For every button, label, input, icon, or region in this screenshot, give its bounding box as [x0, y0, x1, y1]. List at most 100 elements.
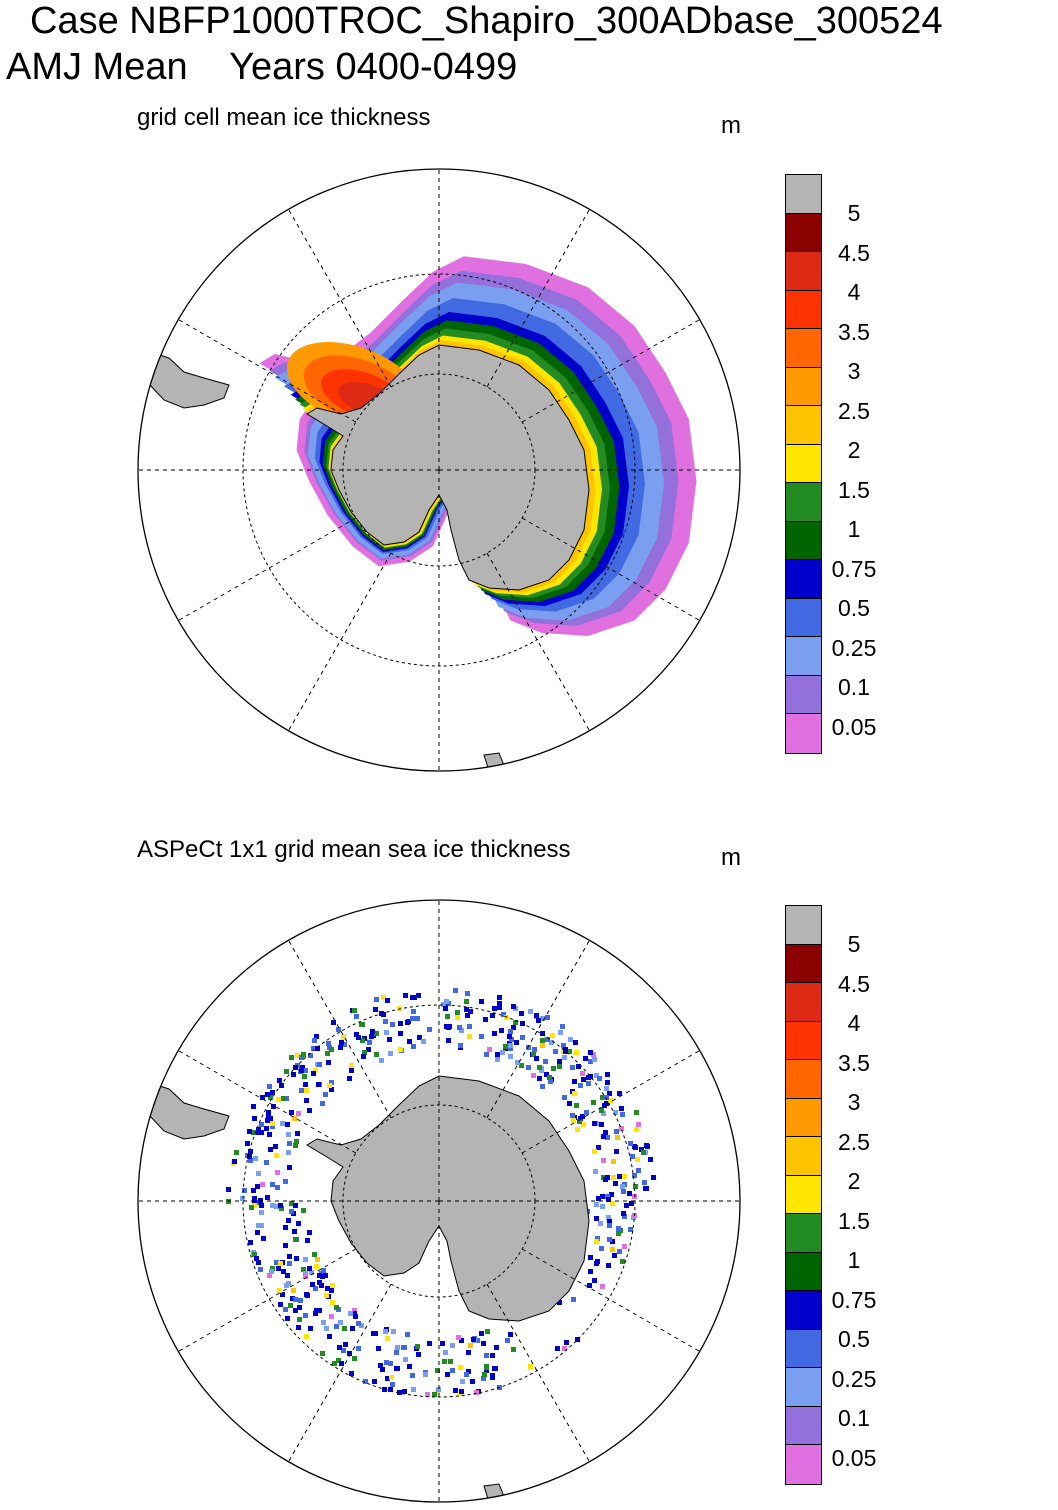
ice-observation — [411, 1009, 416, 1014]
ice-observation — [499, 1028, 504, 1033]
ice-observation — [356, 1035, 361, 1040]
ice-observation — [292, 1229, 297, 1234]
ice-observation — [636, 1122, 641, 1127]
panel-2-units: m — [721, 844, 741, 871]
ice-observation — [283, 1307, 288, 1312]
ice-observation — [266, 1110, 271, 1115]
ice-observation — [240, 1196, 245, 1201]
ice-observation — [427, 1027, 432, 1032]
ice-observation — [398, 1047, 403, 1052]
ice-observation — [388, 1051, 393, 1056]
ice-observation — [571, 1297, 576, 1302]
ice-observation — [613, 1110, 618, 1115]
ice-observation — [288, 1303, 293, 1308]
ice-observation — [349, 1371, 354, 1376]
ice-observation — [459, 1338, 464, 1343]
ice-observation — [269, 1269, 274, 1274]
ice-observation — [326, 1060, 331, 1065]
ice-observation — [388, 1361, 393, 1366]
ice-observation — [285, 1122, 290, 1127]
ice-observation — [397, 1006, 402, 1011]
ice-observation — [303, 1271, 308, 1276]
meridian-line — [178, 1248, 357, 1352]
colorbar-swatch — [786, 1137, 821, 1176]
ice-observation — [604, 1095, 609, 1100]
ice-observation — [261, 1236, 266, 1241]
ice-observation — [314, 1264, 319, 1269]
ice-observation — [308, 1053, 313, 1058]
ice-observation — [274, 1204, 279, 1209]
ice-observation — [459, 1028, 464, 1033]
ice-observation — [570, 1113, 575, 1118]
ice-observation — [334, 1324, 339, 1329]
ice-observation — [370, 1029, 375, 1034]
ice-observation — [296, 1221, 301, 1226]
ice-observation — [600, 1284, 605, 1289]
ice-observation — [620, 1259, 625, 1264]
ice-observation — [616, 1231, 621, 1236]
ice-observation — [562, 1346, 567, 1351]
ice-observation — [359, 1323, 364, 1328]
ice-observation — [286, 1281, 291, 1286]
colorbar-swatch — [786, 1021, 821, 1060]
ice-observation — [267, 1273, 272, 1278]
ice-observation — [260, 1182, 265, 1187]
ice-observation — [252, 1196, 257, 1201]
ice-observation — [285, 1273, 290, 1278]
ice-observation — [639, 1147, 644, 1152]
ice-observation — [605, 1135, 610, 1140]
ice-observation — [634, 1127, 639, 1132]
ice-observation — [539, 1068, 544, 1073]
ice-observation — [248, 1158, 253, 1163]
ice-observation — [264, 1126, 269, 1131]
ice-observation — [372, 1379, 377, 1384]
ice-observation — [389, 1375, 394, 1380]
meridian-line — [521, 517, 700, 621]
ice-observation — [562, 1095, 567, 1100]
ice-observation — [446, 1025, 451, 1030]
ice-observation — [588, 1059, 593, 1064]
ice-observation — [317, 1273, 322, 1278]
ice-observation — [281, 1269, 286, 1274]
ice-observation — [484, 1353, 489, 1358]
ice-observation — [636, 1168, 641, 1173]
ice-observation — [293, 1203, 298, 1208]
ice-observation — [596, 1196, 601, 1201]
ice-observation — [313, 1068, 318, 1073]
ice-observation — [313, 1286, 318, 1291]
ice-observation — [314, 1308, 319, 1313]
ice-observation — [568, 1037, 573, 1042]
ice-observation — [255, 1184, 260, 1189]
ice-observation — [612, 1253, 617, 1258]
ice-observation — [256, 1260, 261, 1265]
ice-observation — [414, 1016, 419, 1021]
ice-observation — [600, 1194, 605, 1199]
ice-observation — [574, 1103, 579, 1108]
meridian-line — [486, 1283, 590, 1462]
ice-observation — [465, 1013, 470, 1018]
meridian-line — [521, 319, 700, 423]
ice-observation — [553, 1049, 558, 1054]
ice-observation — [519, 1011, 524, 1016]
colorbar-swatch — [786, 444, 821, 483]
ice-observation — [540, 1043, 545, 1048]
ice-observation — [319, 1283, 324, 1288]
ice-observation — [599, 1122, 604, 1127]
ice-observation — [296, 1111, 301, 1116]
ice-observation — [592, 1278, 597, 1283]
ice-observation — [352, 1356, 357, 1361]
ice-observation — [624, 1203, 629, 1208]
ice-observation — [317, 1280, 322, 1285]
ice-observation — [607, 1237, 612, 1242]
ice-observation — [610, 1201, 615, 1206]
ice-observation — [360, 1038, 365, 1043]
ice-observation — [378, 1363, 383, 1368]
ice-observation — [410, 1373, 415, 1378]
ice-observation — [274, 1153, 279, 1158]
meridian-line — [178, 319, 357, 423]
ice-observation — [270, 1266, 275, 1271]
ice-observation — [380, 1367, 385, 1372]
ice-observation — [278, 1261, 283, 1266]
polar-map-1 — [137, 168, 741, 772]
ice-observation — [484, 1364, 489, 1369]
